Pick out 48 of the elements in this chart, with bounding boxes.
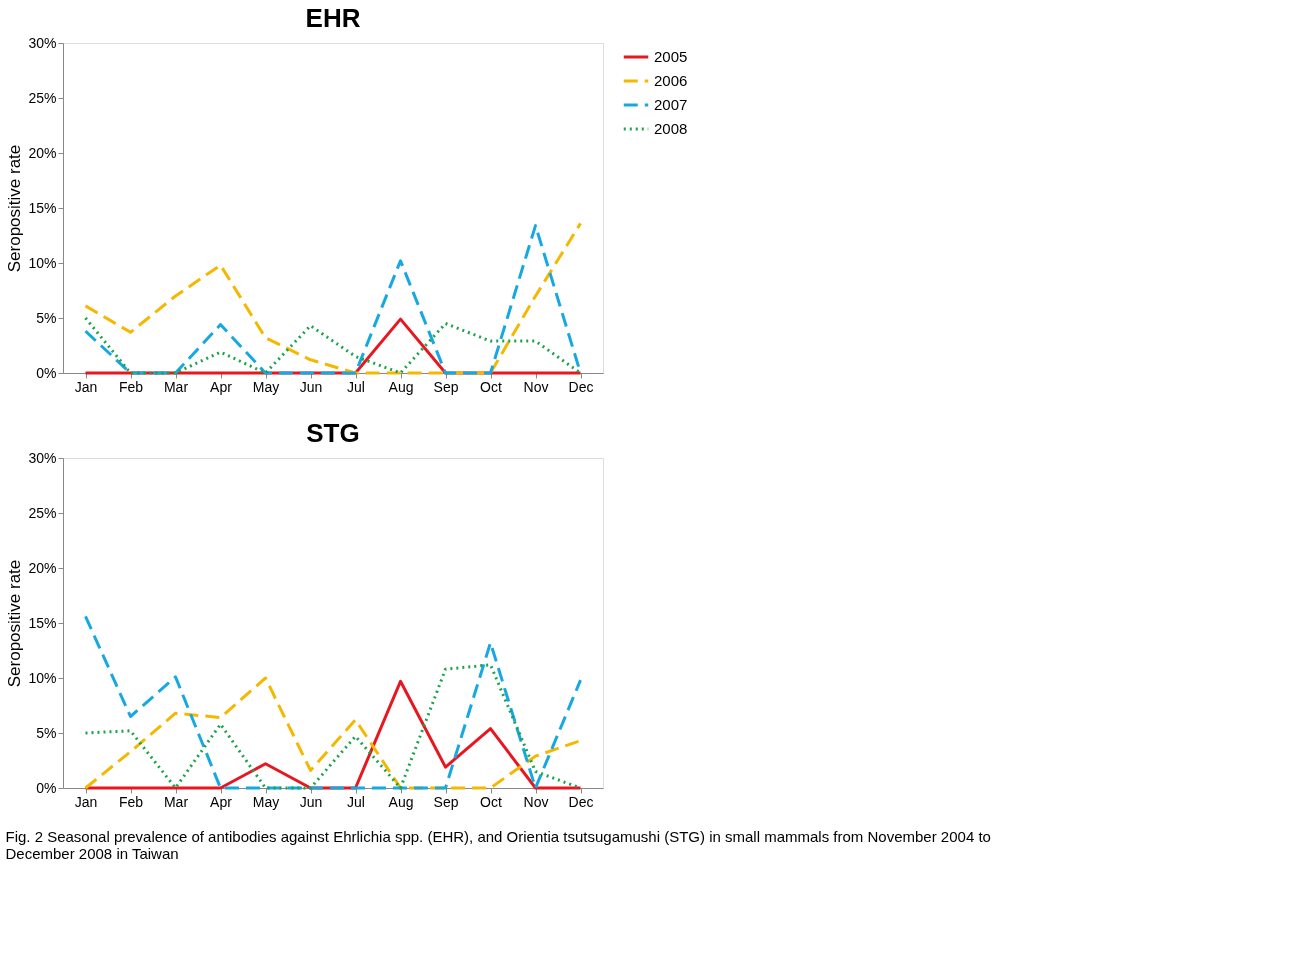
x-tick-label: Nov bbox=[523, 378, 549, 395]
y-tick-label: 30% bbox=[28, 34, 57, 51]
y-tick-label: 10% bbox=[28, 669, 57, 686]
x-tick-label: Mar bbox=[163, 378, 189, 395]
y-tick-label: 20% bbox=[28, 144, 57, 161]
legend-label: 2006 bbox=[654, 72, 688, 89]
x-tick-label: Sep bbox=[433, 378, 459, 395]
y-tick-label: 5% bbox=[36, 724, 57, 741]
x-tick-label: Mar bbox=[163, 793, 189, 810]
y-axis-title: Seropositive rate bbox=[5, 144, 25, 273]
y-tick-label: 25% bbox=[28, 504, 57, 521]
x-tick-label: Dec bbox=[568, 378, 594, 395]
x-tick-label: Jun bbox=[299, 793, 323, 810]
y-tick-label: 20% bbox=[28, 559, 57, 576]
x-tick-label: Jun bbox=[299, 378, 323, 395]
y-axis-title: Seropositive rate bbox=[5, 559, 25, 688]
x-tick-label: Oct bbox=[480, 793, 502, 810]
line-series bbox=[84, 614, 582, 790]
legend-label: 2008 bbox=[654, 120, 688, 137]
chart-title: EHR bbox=[305, 3, 361, 33]
y-tick-label: 0% bbox=[36, 364, 57, 381]
legend-label: 2007 bbox=[654, 96, 688, 113]
y-tick-label: 15% bbox=[28, 614, 57, 631]
x-tick-label: Jan bbox=[74, 793, 98, 810]
x-tick-label: Aug bbox=[388, 378, 414, 395]
y-tick-label: 30% bbox=[28, 449, 57, 466]
x-tick-label: May bbox=[252, 378, 280, 395]
y-tick-label: 0% bbox=[36, 779, 57, 796]
x-tick-label: Dec bbox=[568, 793, 594, 810]
y-tick-label: 5% bbox=[36, 309, 57, 326]
chart-title: STG bbox=[306, 418, 360, 448]
legend-label: 2005 bbox=[654, 48, 688, 65]
x-tick-label: Sep bbox=[433, 793, 459, 810]
x-tick-label: Apr bbox=[210, 378, 233, 395]
x-tick-label: Aug bbox=[388, 793, 414, 810]
y-tick-label: 10% bbox=[28, 254, 57, 271]
x-tick-label: May bbox=[252, 793, 280, 810]
x-tick-label: Jul bbox=[347, 793, 365, 810]
x-tick-label: Nov bbox=[523, 793, 549, 810]
y-tick-label: 15% bbox=[28, 199, 57, 216]
x-tick-label: Jul bbox=[347, 378, 365, 395]
x-tick-label: Apr bbox=[210, 793, 233, 810]
y-tick-label: 25% bbox=[28, 89, 57, 106]
caption: Fig. 2 Seasonal prevalence of antibodies against Ehrlichia spp. (EHR), and Orientia tsutsugamushi (STG) in small mammals from November 2004 to December 2008 in Taiwan bbox=[5, 827, 991, 862]
x-tick-label: Oct bbox=[480, 378, 502, 395]
x-tick-label: Jan bbox=[74, 378, 98, 395]
x-tick-label: Feb bbox=[118, 793, 144, 810]
x-tick-label: Feb bbox=[118, 378, 144, 395]
